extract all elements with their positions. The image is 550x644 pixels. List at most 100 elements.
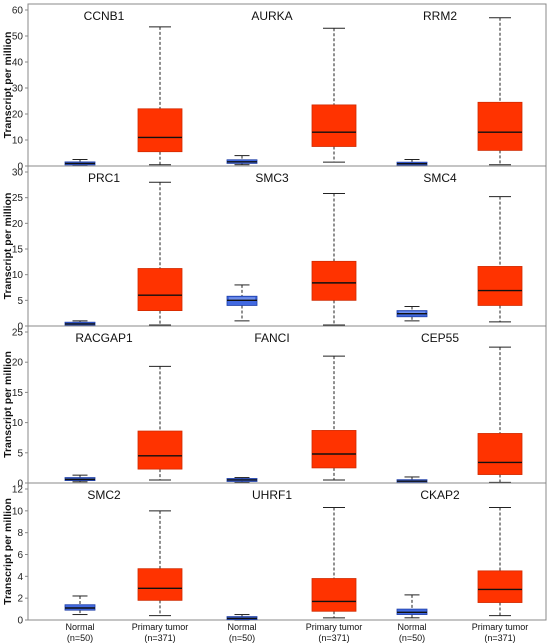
panel-frame — [27, 482, 547, 621]
x-category-label: Normal — [397, 622, 426, 632]
gene-group-cep55: CEP55 — [396, 331, 523, 484]
iqr-box — [137, 268, 183, 311]
tumor-box — [477, 346, 523, 483]
x-category-count: (n=50) — [229, 633, 255, 643]
box-highlight — [229, 297, 255, 301]
gene-group-smc3: SMC3 — [226, 171, 357, 326]
y-tick-label: 15 — [12, 388, 24, 399]
normal-box — [64, 595, 96, 616]
y-tick-label: 12 — [12, 485, 24, 496]
iqr-box — [477, 101, 523, 151]
normal-box — [226, 155, 258, 166]
y-tick-label: 25 — [12, 328, 24, 339]
x-category-label: Primary tumor — [472, 622, 529, 632]
y-tick-label: 10 — [12, 418, 24, 429]
y-tick-label: 0 — [17, 479, 23, 490]
tumor-box — [477, 196, 523, 323]
gene-group-uhrf1: UHRF1 — [226, 488, 357, 621]
gene-title: SMC3 — [255, 171, 289, 185]
iqr-box — [477, 433, 523, 475]
normal-box — [396, 476, 428, 484]
x-category-label: Primary tumor — [132, 622, 189, 632]
x-category-label: Normal — [65, 622, 94, 632]
iqr-box — [311, 578, 357, 612]
normal-box — [64, 474, 96, 483]
y-tick-label: 5 — [17, 296, 23, 307]
iqr-box — [137, 430, 183, 470]
gene-title: AURKA — [251, 9, 292, 23]
panel-row-4: 0 2 4 6 8 10 12 Transcript per million SMC2 UHRF1… — [2, 482, 547, 627]
normal-box — [396, 594, 428, 619]
y-tick-label: 25 — [12, 193, 24, 204]
y-tick-label: 0 — [17, 616, 23, 627]
tumor-box — [311, 193, 357, 326]
gene-title: CEP55 — [421, 331, 459, 345]
y-tick-label: 8 — [17, 528, 23, 539]
normal-box — [396, 159, 428, 166]
gene-title: RRM2 — [423, 9, 457, 23]
y-tick-label: 10 — [12, 270, 24, 281]
gene-group-fanci: FANCI — [226, 331, 357, 483]
panel-row-3: 0 5 10 15 20 25 Transcript per million RACGAP1 F… — [2, 325, 547, 490]
gene-title: CKAP2 — [420, 488, 460, 502]
gene-group-aurka: AURKA — [226, 9, 357, 166]
y-tick-label: 10 — [12, 136, 24, 147]
box-highlight — [399, 311, 425, 314]
y-axis-label: Transcript per million — [2, 498, 14, 605]
x-category-label: Primary tumor — [306, 622, 363, 632]
y-tick-label: 15 — [12, 245, 24, 256]
gene-group-ccnb1: CCNB1 — [64, 9, 183, 166]
tumor-box — [137, 181, 183, 326]
y-tick-label: 5 — [17, 448, 23, 459]
normal-box — [226, 284, 258, 322]
tumor-box — [311, 507, 357, 619]
panel-frame — [27, 325, 547, 484]
gene-title: SMC4 — [423, 171, 457, 185]
gene-group-smc2: SMC2 — [64, 488, 183, 617]
y-tick-label: 0 — [17, 162, 23, 173]
gene-title: FANCI — [254, 331, 289, 345]
iqr-box — [477, 266, 523, 306]
panel-row-1: 0 10 20 30 40 50 60 Transcript per million CCNB1… — [2, 3, 547, 173]
normal-box — [64, 159, 96, 166]
y-tick-label: 30 — [12, 168, 24, 179]
x-category-count: (n=50) — [399, 633, 425, 643]
iqr-box — [137, 568, 183, 601]
gene-title: RACGAP1 — [75, 331, 133, 345]
tumor-box — [311, 355, 357, 481]
y-axis-label: Transcript per million — [2, 351, 14, 458]
iqr-box — [137, 108, 183, 153]
gene-group-smc4: SMC4 — [396, 171, 523, 323]
tumor-box — [477, 17, 523, 166]
y-tick-label: 0 — [17, 322, 23, 333]
tumor-box — [477, 507, 523, 617]
y-tick-label: 20 — [12, 219, 24, 230]
normal-box — [64, 320, 96, 327]
gene-group-ckap2: CKAP2 — [396, 488, 523, 619]
x-category-count: (n=371) — [318, 633, 349, 643]
x-category-count: (n=371) — [144, 633, 175, 643]
y-tick-label: 4 — [17, 572, 23, 583]
tumor-box — [137, 510, 183, 617]
iqr-box — [311, 104, 357, 147]
y-tick-label: 40 — [12, 58, 24, 69]
gene-group-racgap1: RACGAP1 — [64, 331, 183, 483]
y-tick-label: 20 — [12, 358, 24, 369]
gene-title: UHRF1 — [252, 488, 292, 502]
gene-group-prc1: PRC1 — [64, 171, 183, 327]
gene-title: PRC1 — [88, 171, 120, 185]
x-category-label: Normal — [227, 622, 256, 632]
normal-box — [226, 477, 258, 483]
y-tick-label: 30 — [12, 84, 24, 95]
y-tick-label: 10 — [12, 506, 24, 517]
panel-row-2: 0 5 10 15 20 25 30 Transcript per million PRC1 SM… — [2, 165, 547, 333]
gene-title: SMC2 — [87, 488, 121, 502]
y-axis-label: Transcript per million — [2, 32, 14, 139]
x-axis-labels: Normal(n=50)Primary tumor(n=371)Normal(n… — [65, 622, 528, 643]
iqr-box — [477, 570, 523, 603]
y-tick-label: 50 — [12, 32, 24, 43]
y-tick-label: 2 — [17, 594, 23, 605]
iqr-box — [311, 430, 357, 469]
